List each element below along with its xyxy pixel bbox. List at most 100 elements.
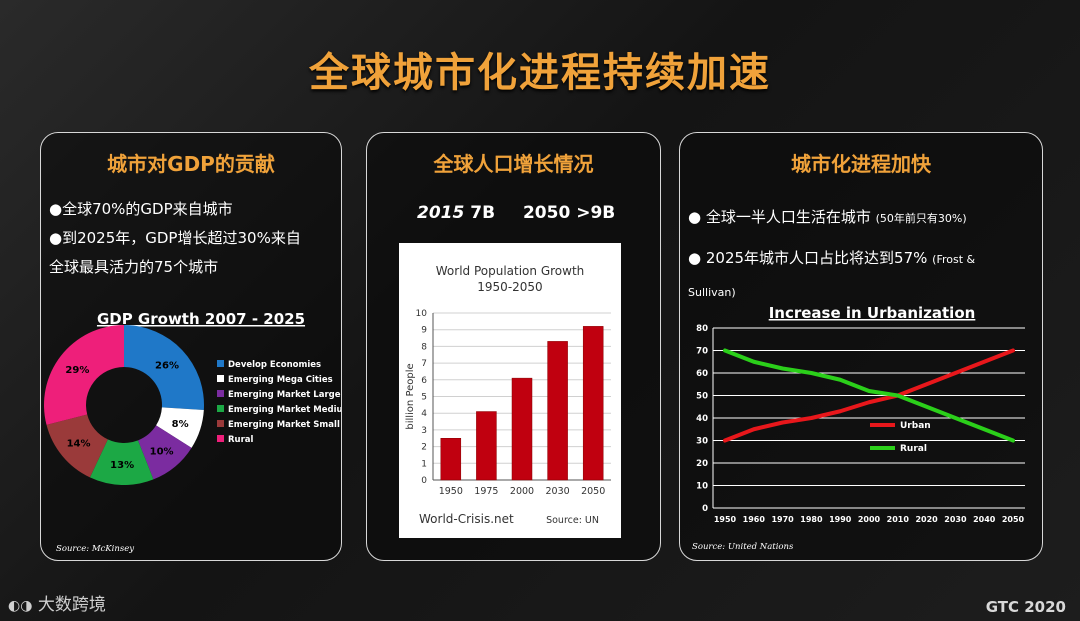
stat-2015-value: 7B [470, 203, 496, 223]
urban-bullet-2-note: (Frost & [932, 253, 976, 266]
legend-swatch-2 [217, 390, 224, 397]
urban-bullet-2-note2: Sullivan) [688, 286, 736, 299]
bar-ytick-0: 0 [421, 476, 427, 486]
urbanization-source: Source: United Nations [692, 542, 794, 552]
donut-slice-0 [124, 325, 204, 411]
urban-bullet-1-text: ● 全球一半人口生活在城市 [688, 208, 871, 226]
line-legend-label-rural: Rural [900, 444, 927, 454]
logo-icon: ◐◑ [8, 598, 33, 614]
line-xtick-1950: 1950 [714, 515, 737, 524]
legend-label-3: Emerging Market Medium [228, 405, 341, 415]
gdp-panel-heading: 城市对GDP的贡献 [107, 152, 275, 176]
donut-label-1: 8% [172, 419, 189, 430]
line-ytick-10: 10 [696, 482, 708, 492]
line-xtick-1980: 1980 [800, 515, 823, 524]
bar-ytick-8: 8 [421, 342, 427, 352]
bar-ytick-3: 3 [421, 426, 427, 436]
line-xtick-1960: 1960 [743, 515, 766, 524]
gdp-bullet-1: ●全球70%的GDP来自城市 [49, 200, 233, 218]
bar-2050 [582, 326, 604, 481]
donut-label-3: 13% [110, 460, 134, 471]
legend-label-0: Develop Economies [228, 360, 321, 370]
legend-label-5: Rural [228, 435, 254, 445]
bar-ytick-10: 10 [416, 309, 428, 319]
line-xtick-2030: 2030 [944, 515, 967, 524]
line-legend-label-urban: Urban [900, 421, 931, 431]
line-xtick-1970: 1970 [771, 515, 794, 524]
line-ytick-40: 40 [696, 414, 708, 424]
legend-swatch-0 [217, 360, 224, 367]
gdp-bullet-2-line1: ●到2025年，GDP增长超过30%来自 [49, 229, 301, 247]
gtc-brand: GTC 2020 [985, 598, 1066, 616]
bar-ytick-5: 5 [421, 393, 427, 403]
line-xtick-2020: 2020 [915, 515, 938, 524]
line-ytick-80: 80 [696, 324, 708, 334]
urbanization-panel: 城市化进程加快 ● 全球一半人口生活在城市 (50年前只有30%) ● 2025… [679, 132, 1043, 561]
legend-swatch-3 [217, 405, 224, 412]
legend-label-1: Emerging Mega Cities [228, 375, 333, 385]
urban-bullet-2-text: ● 2025年城市人口占比将达到57% [688, 249, 928, 267]
line-ytick-30: 30 [696, 437, 708, 447]
donut-label-2: 10% [150, 446, 174, 457]
line-ytick-50: 50 [696, 392, 708, 402]
gdp-donut-chart: GDP Growth 2007 - 2025 26% 8% 10% 13% 14% 29% D… [43, 310, 341, 485]
population-panel-heading: 全球人口增长情况 [433, 152, 594, 176]
donut-slice-3 [89, 439, 154, 485]
bar-ytick-4: 4 [421, 409, 427, 419]
urban-bullet-2: ● 2025年城市人口占比将达到57% (Frost & [688, 244, 975, 274]
bar-ytick-9: 9 [421, 326, 427, 336]
bar-site: World-Crisis.net [419, 512, 514, 526]
stat-2050: 2050 >9B [522, 203, 616, 223]
line-xtick-2040: 2040 [973, 515, 996, 524]
line-xtick-1990: 1990 [829, 515, 852, 524]
line-xtick-2010: 2010 [887, 515, 910, 524]
line-ytick-20: 20 [696, 459, 708, 469]
bar-ytick-1: 1 [421, 459, 427, 469]
urbanization-panel-heading: 城市化进程加快 [791, 152, 931, 176]
urbanization-line-chart: Increase in Urbanization0102030405060708… [696, 304, 1025, 524]
bar-ytick-2: 2 [421, 443, 427, 453]
line-title: Increase in Urbanization [769, 304, 976, 322]
bar-2000 [511, 377, 533, 481]
legend-label-4: Emerging Market Small [228, 420, 340, 430]
donut-slice-1 [156, 407, 204, 448]
population-bar-chart: World Population Growth 1950-2050 0 1 2 3 4 5 6 7… [405, 264, 611, 526]
line-xtick-2000: 2000 [858, 515, 881, 524]
line-ytick-60: 60 [696, 369, 708, 379]
bar-1950 [440, 438, 462, 481]
gdp-bullet-2-line2: 全球最具活力的75个城市 [49, 258, 219, 276]
bar-ylabel: billion People [405, 363, 416, 429]
donut-slice-4 [46, 414, 108, 478]
legend-swatch-5 [217, 435, 224, 442]
donut-label-4: 14% [67, 439, 91, 450]
donut-title: GDP Growth 2007 - 2025 [97, 310, 305, 328]
donut-slice-5 [43, 325, 124, 425]
gdp-source: Source: McKinsey [56, 544, 135, 554]
line-ytick-0: 0 [702, 504, 708, 514]
urban-bullet-1-note: (50年前只有30%) [875, 212, 967, 225]
bar-2030 [547, 341, 568, 481]
bar-source: Source: UN [546, 515, 599, 526]
legend-label-2: Emerging Market Large [228, 390, 341, 400]
legend-swatch-4 [217, 420, 224, 427]
bar-ytick-6: 6 [421, 376, 427, 386]
line-series-rural [723, 348, 1015, 443]
logo-text: 大数跨境 [37, 595, 106, 615]
brand-logo: ◐◑ 大数跨境 [8, 590, 106, 615]
bar-subtitle: 1950-2050 [477, 280, 542, 294]
line-ytick-70: 70 [696, 347, 708, 357]
bar-xtick-1975: 1975 [474, 486, 498, 497]
bar-xtick-2050: 2050 [581, 486, 605, 497]
population-stats: 2015 7B 2050 >9B [417, 203, 615, 223]
bar-title: World Population Growth [436, 264, 585, 278]
bar-ytick-7: 7 [421, 359, 427, 369]
bar-xtick-2030: 2030 [546, 486, 570, 497]
donut-label-0: 26% [155, 361, 179, 372]
gdp-panel: 城市对GDP的贡献 ●全球70%的GDP来自城市 ●到2025年，GDP增长超过… [40, 132, 342, 561]
urban-bullet-1: ● 全球一半人口生活在城市 (50年前只有30%) [688, 203, 967, 233]
population-panel: 全球人口增长情况 2015 7B 2050 >9B World Populati… [366, 132, 661, 561]
line-series-urban [723, 348, 1015, 443]
stat-2015-year: 2015 [417, 203, 465, 223]
population-chart-box: World Population Growth 1950-2050 0 1 2 3 4 5 6 7… [399, 243, 621, 538]
legend-swatch-1 [217, 375, 224, 382]
